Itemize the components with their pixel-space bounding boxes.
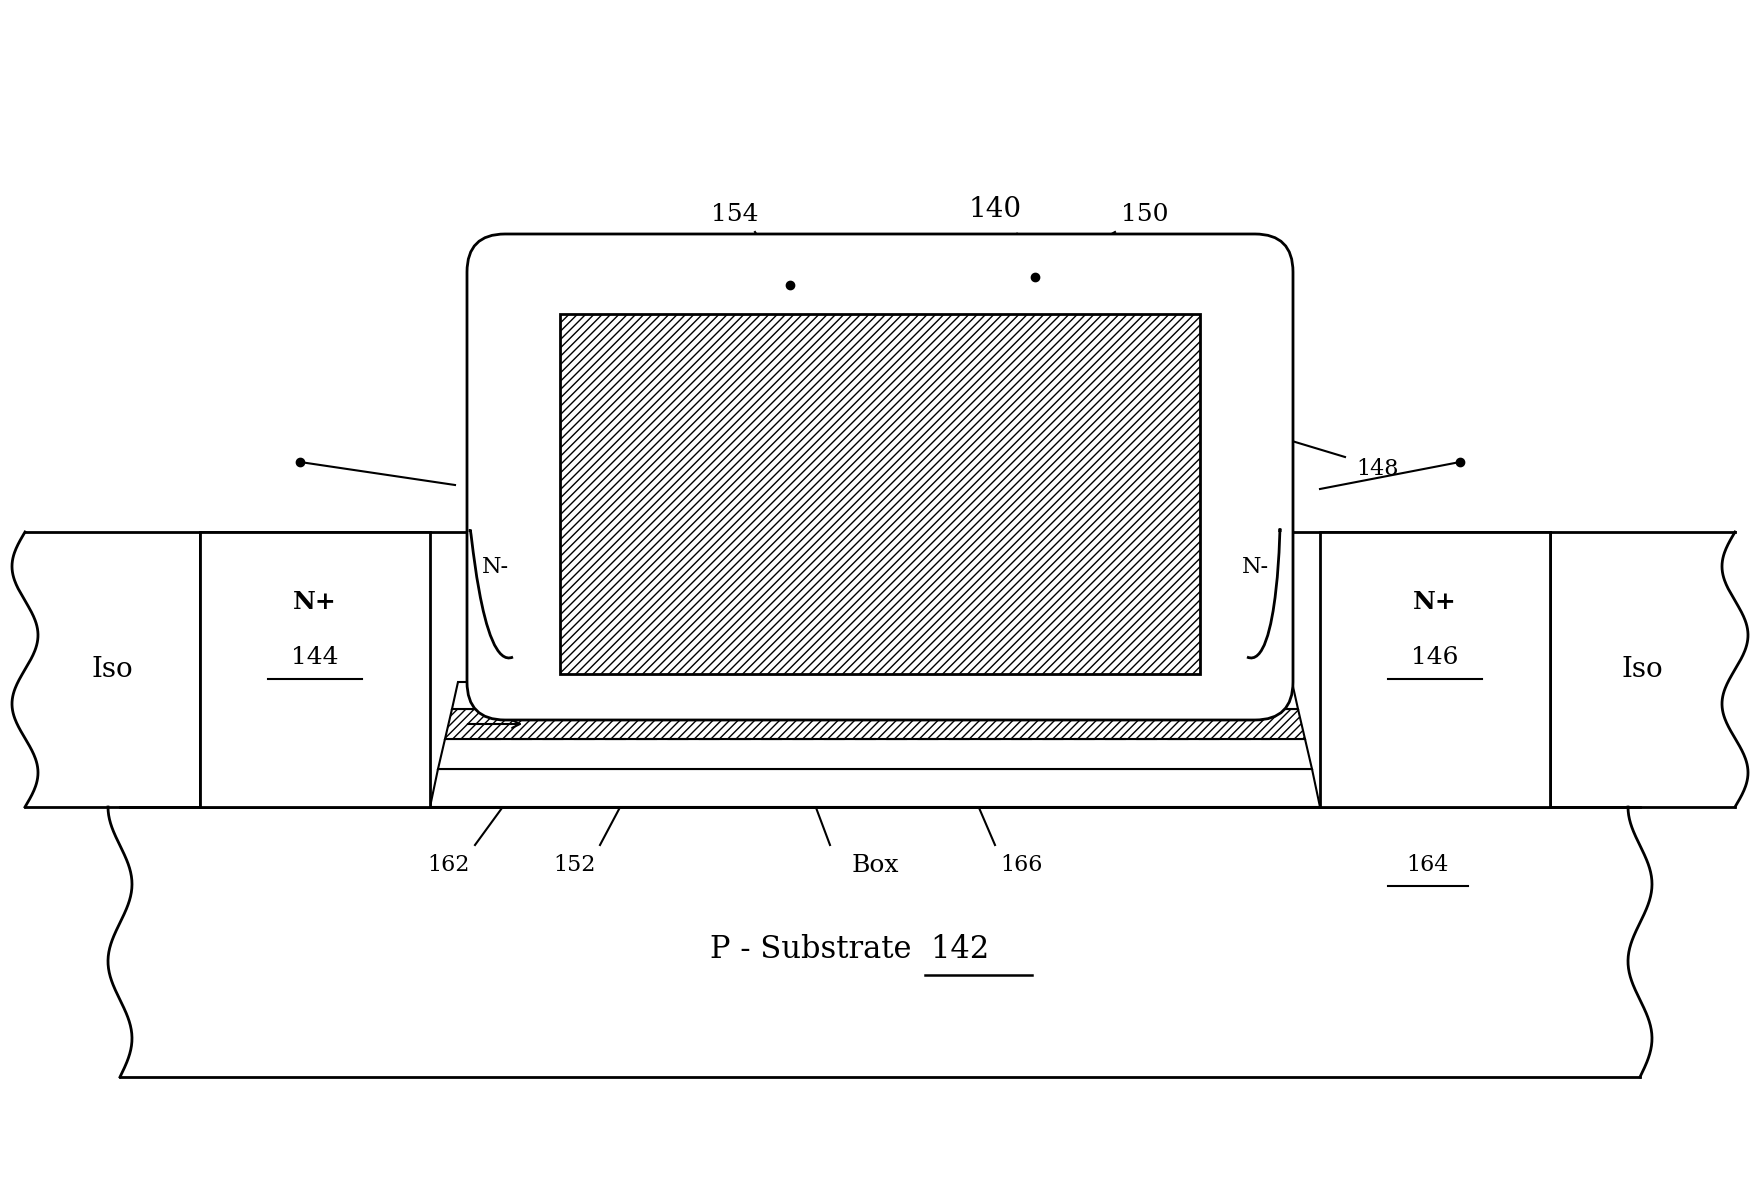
Text: N-: N-	[1242, 556, 1268, 578]
Text: 158: 158	[1254, 491, 1297, 513]
Text: 166: 166	[1000, 853, 1043, 876]
Polygon shape	[445, 709, 1305, 740]
Text: N+: N+	[293, 590, 337, 614]
Text: P - Substrate  142: P - Substrate 142	[711, 933, 990, 965]
Text: 152: 152	[554, 853, 596, 876]
Text: 140: 140	[968, 196, 1021, 222]
FancyBboxPatch shape	[467, 234, 1293, 721]
Text: 144: 144	[291, 646, 339, 668]
Text: 162: 162	[427, 853, 469, 876]
Text: Box: Box	[852, 853, 898, 876]
Text: 148: 148	[1357, 458, 1399, 480]
Polygon shape	[437, 740, 1312, 769]
Text: Iso: Iso	[1621, 656, 1663, 683]
Text: 164: 164	[1408, 853, 1450, 876]
Polygon shape	[452, 683, 1298, 709]
Bar	[199, 532, 1551, 807]
Text: 160: 160	[392, 713, 434, 735]
Text: Iso: Iso	[92, 656, 134, 683]
Text: 146: 146	[1411, 646, 1459, 668]
Bar	[1319, 532, 1551, 807]
Text: N+: N+	[1413, 590, 1457, 614]
Text: 156: 156	[483, 485, 526, 508]
Text: 154: 154	[711, 203, 759, 227]
Text: N-: N-	[482, 556, 508, 578]
Bar	[559, 315, 1200, 674]
Bar	[199, 532, 430, 807]
Text: 150: 150	[1122, 203, 1170, 227]
Polygon shape	[430, 769, 1319, 807]
